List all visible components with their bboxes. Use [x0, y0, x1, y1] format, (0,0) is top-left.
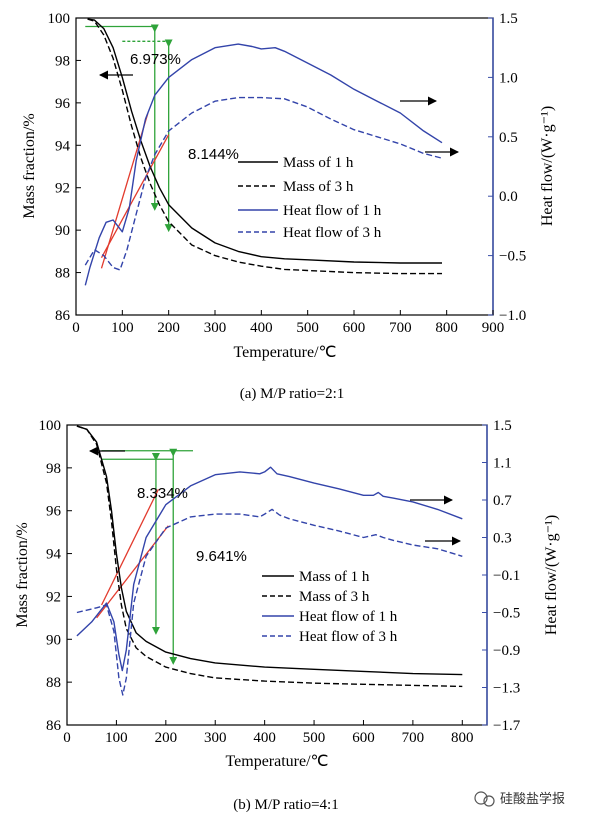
annotation-guides: [96, 448, 193, 665]
y-axis-left-label: Mass fraction/%: [21, 113, 38, 218]
watermark: 硅酸盐学报: [474, 791, 565, 807]
legend-label: Heat flow of 3 h: [283, 225, 382, 241]
series-line-heat-flow-of-1-h: [84, 43, 443, 286]
legend-label: Mass of 3 h: [283, 179, 354, 195]
y-right-tick-label: 1.0: [499, 70, 518, 86]
x-tick-label: 0: [63, 730, 71, 746]
x-tick-label: 500: [303, 730, 326, 746]
x-tick-label: 600: [343, 320, 366, 336]
x-axis-label: Temperature/℃: [233, 344, 336, 361]
y-right-tick-label: 1.5: [493, 418, 512, 434]
annotation-label: 8.334%: [137, 485, 188, 502]
legend-label: Mass of 1 h: [283, 155, 354, 171]
y-right-tick-label: −1.3: [493, 681, 520, 697]
figure-caption: (b) M/P ratio=4:1: [233, 797, 338, 813]
annotation-label: 6.973%: [130, 51, 181, 68]
legend-label: Mass of 1 h: [299, 569, 370, 585]
y-left-tick-label: 88: [46, 675, 61, 691]
x-tick-label: 700: [389, 320, 412, 336]
y-left-tick-label: 98: [46, 461, 61, 477]
legend: Mass of 1 h Mass of 3 h Heat flow of 1 h…: [238, 155, 382, 241]
y-right-tick-label: 0.0: [499, 189, 518, 205]
x-tick-label: 700: [402, 730, 425, 746]
y-left-tick-label: 90: [55, 223, 70, 239]
legend-label: Heat flow of 1 h: [283, 203, 382, 219]
y-left-tick-label: 86: [55, 308, 71, 324]
x-tick-label: 400: [253, 730, 276, 746]
series-line-heat-flow-of-3-h: [84, 96, 443, 271]
wechat-logo-icon: [474, 791, 488, 805]
legend-label: Heat flow of 3 h: [299, 629, 398, 645]
y-right-tick-label: −0.1: [493, 568, 520, 584]
y-left-tick-label: 100: [39, 418, 62, 434]
series-line-mass-of-3-h: [76, 425, 463, 688]
x-tick-label: 600: [352, 730, 375, 746]
watermark-text: 硅酸盐学报: [500, 791, 565, 807]
x-tick-label: 800: [435, 320, 458, 336]
x-tick-label: 200: [155, 730, 178, 746]
wechat-logo-icon: [483, 795, 495, 807]
legend-label: Heat flow of 1 h: [299, 609, 398, 625]
y-right-tick-label: 0.7: [493, 493, 512, 509]
y-axis-left-label: Mass fraction/%: [14, 522, 31, 627]
y-axis-right-label: Heat flow/(W·g⁻¹): [543, 515, 560, 635]
x-axis-label: Temperature/℃: [225, 753, 328, 770]
series-line-mass-of-1-h: [87, 18, 442, 264]
legend: Mass of 1 h Mass of 3 h Heat flow of 1 h…: [262, 569, 398, 645]
x-tick-label: 300: [204, 320, 227, 336]
x-tick-label: 100: [111, 320, 134, 336]
y-left-tick-label: 100: [48, 11, 71, 27]
x-tick-label: 300: [204, 730, 227, 746]
x-tick-label: 400: [250, 320, 273, 336]
chart-panel-a: 0 100 200 300 400 500 600 700 800 900 86 88 90 92 94 96…: [21, 11, 556, 402]
x-tick-label: 200: [157, 320, 180, 336]
chart-panel-b: 0 100 200 300 400 500 600 700 800 86 88 90 92 94 96 98 1…: [14, 418, 560, 813]
x-tick-label: 0: [72, 320, 80, 336]
y-left-tick-label: 90: [46, 632, 61, 648]
annotation-label: 8.144%: [188, 146, 239, 163]
y-right-tick-label: −1.0: [499, 308, 526, 324]
y-axis-right-label: Heat flow/(W·g⁻¹): [539, 106, 556, 226]
y-left-tick-label: 92: [46, 589, 61, 605]
y-left-tick-label: 92: [55, 181, 70, 197]
series-line-mass-of-3-h: [87, 18, 442, 275]
y-right-tick-label: 1.1: [493, 456, 512, 472]
y-right-tick-label: 0.5: [499, 130, 518, 146]
tangent-line: [101, 488, 159, 606]
x-tick-label: 800: [451, 730, 474, 746]
y-left-tick-label: 86: [46, 718, 62, 734]
y-right-tick-label: 1.5: [499, 11, 518, 27]
y-left-tick-label: 96: [46, 504, 62, 520]
x-tick-label: 100: [105, 730, 128, 746]
y-right-tick-label: −0.5: [499, 249, 526, 265]
figure-caption: (a) M/P ratio=2:1: [240, 386, 345, 402]
legend-label: Mass of 3 h: [299, 589, 370, 605]
y-left-tick-label: 94: [46, 547, 62, 563]
y-right-tick-label: −1.7: [493, 718, 521, 734]
y-left-tick-label: 94: [55, 138, 71, 154]
series-line-mass-of-1-h: [76, 425, 463, 676]
x-tick-label: 500: [296, 320, 319, 336]
tangent-line: [100, 134, 170, 259]
y-left-tick-label: 88: [55, 266, 70, 282]
y-left-tick-label: 96: [55, 96, 71, 112]
y-right-tick-label: −0.5: [493, 606, 520, 622]
y-right-tick-label: 0.3: [493, 531, 512, 547]
x-tick-label: 900: [482, 320, 505, 336]
y-right-tick-label: −0.9: [493, 643, 520, 659]
y-left-tick-label: 98: [55, 53, 70, 69]
annotation-label: 9.641%: [196, 548, 247, 565]
series-line-heat-flow-of-1-h: [76, 466, 463, 672]
series-line-heat-flow-of-3-h: [76, 508, 463, 696]
